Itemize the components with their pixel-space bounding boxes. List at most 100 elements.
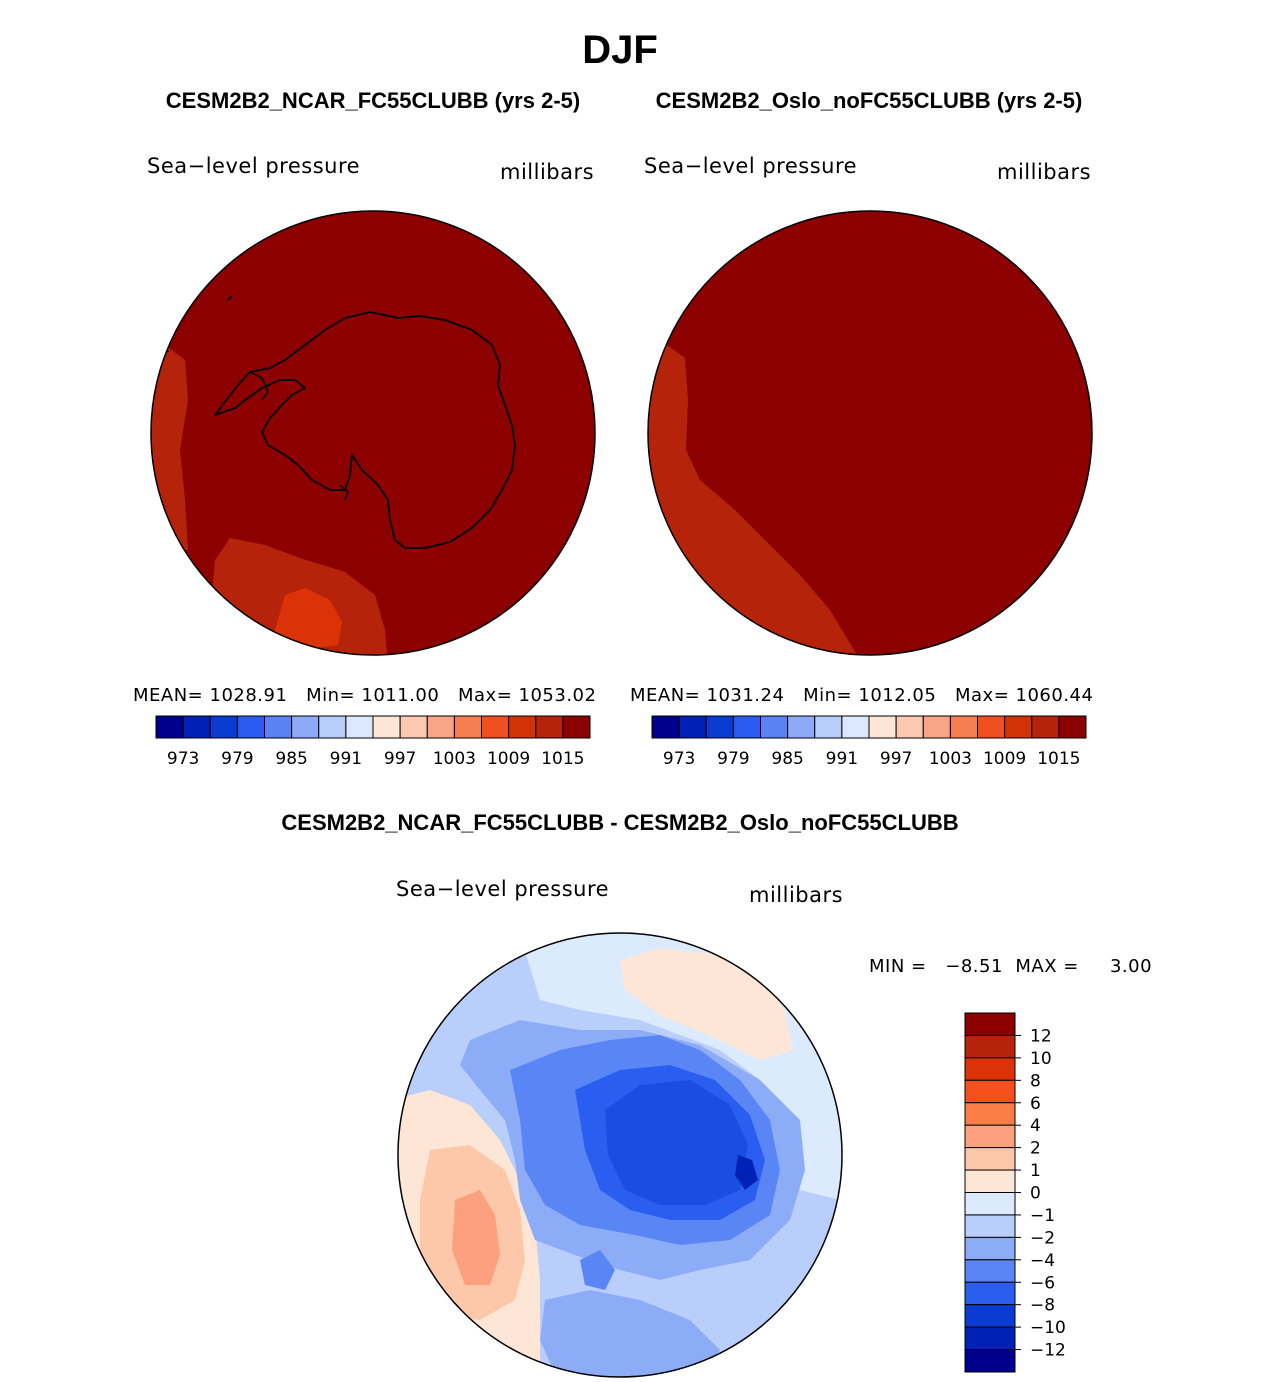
diff-colorbar-tick-label: 2 xyxy=(1030,1139,1041,1159)
right-colorbar-tick-label: 991 xyxy=(826,749,858,769)
left-colorbar-tick-label: 973 xyxy=(167,749,199,769)
left-stats: MEAN= 1028.91 Min= 1011.00 Max= 1053.02 xyxy=(133,685,597,706)
left-units-label: millibars xyxy=(500,160,595,184)
left-contour-min xyxy=(275,588,342,650)
right-colorbar-swatch-10 xyxy=(922,715,951,739)
right-colorbar-swatch-14 xyxy=(1031,715,1060,739)
left-colorbar-tick-label: 1003 xyxy=(433,749,476,769)
diff-colorbar-swatch-9 xyxy=(964,1214,1016,1238)
left-colorbar-tick-label: 1015 xyxy=(541,749,584,769)
left-colorbar-swatch-0 xyxy=(155,715,184,739)
right-colorbar-tick-label: 1009 xyxy=(983,749,1026,769)
left-colorbar-swatch-12 xyxy=(481,715,510,739)
right-stats: MEAN= 1031.24 Min= 1012.05 Max= 1060.44 xyxy=(630,685,1094,706)
diff-contour-max xyxy=(452,1190,500,1285)
left-colorbar-swatch-2 xyxy=(209,715,238,739)
right-colorbar-tick-label: 973 xyxy=(663,749,695,769)
left-colorbar-tick-label: 979 xyxy=(221,749,253,769)
left-colorbar-swatch-3 xyxy=(236,715,265,739)
diff-colorbar-tick-label: −2 xyxy=(1030,1228,1055,1248)
diff-colorbar-swatch-2 xyxy=(964,1057,1016,1081)
left-colorbar-tick-label: 997 xyxy=(384,749,416,769)
right-panel-title: CESM2B2_Oslo_noFC55CLUBB (yrs 2-5) xyxy=(655,88,1083,113)
left-colorbar-swatch-15 xyxy=(562,715,591,739)
right-colorbar-swatch-3 xyxy=(732,715,761,739)
diff-colorbar-swatch-11 xyxy=(964,1259,1016,1283)
right-colorbar-tick-label: 985 xyxy=(771,749,803,769)
right-colorbar: 973 979 985 991 997 1003 1009 1015 xyxy=(651,715,1087,769)
left-colorbar-swatch-8 xyxy=(372,715,401,739)
left-colorbar-swatch-14 xyxy=(535,715,564,739)
diff-colorbar-tick-label: 0 xyxy=(1030,1184,1041,1204)
diff-colorbar-swatch-3 xyxy=(964,1079,1016,1104)
right-colorbar-swatch-7 xyxy=(841,715,870,739)
right-colorbar-swatch-1 xyxy=(678,715,707,739)
right-colorbar-swatch-9 xyxy=(895,715,924,739)
right-colorbar-swatch-8 xyxy=(868,715,897,739)
diff-colorbar-swatch-7 xyxy=(964,1169,1016,1193)
diff-colorbar-tick-label: 8 xyxy=(1030,1071,1041,1091)
diff-minmax: MIN = −8.51 MAX = 3.00 xyxy=(869,956,1153,977)
right-map-border xyxy=(647,210,1093,656)
left-polar-map xyxy=(150,210,596,656)
right-colorbar-tick-label: 979 xyxy=(717,749,749,769)
right-colorbar-tick-label: 1003 xyxy=(929,749,972,769)
diff-colorbar-tick-label: 12 xyxy=(1030,1026,1052,1046)
left-colorbar-swatch-7 xyxy=(345,715,374,739)
left-colorbar-swatch-9 xyxy=(399,715,428,739)
left-colorbar-tick-label: 985 xyxy=(275,749,307,769)
right-polar-map xyxy=(647,210,1093,656)
right-colorbar-swatch-2 xyxy=(705,715,734,739)
diff-variable-label: Sea−level pressure xyxy=(396,877,610,901)
diff-colorbar-tick-label: −4 xyxy=(1030,1251,1055,1271)
diff-colorbar-swatch-13 xyxy=(964,1304,1016,1328)
diff-colorbar-swatch-4 xyxy=(964,1102,1016,1126)
diff-polar-map xyxy=(397,932,843,1378)
left-colorbar-swatch-10 xyxy=(426,715,455,739)
left-panel-title: CESM2B2_NCAR_FC55CLUBB (yrs 2-5) xyxy=(165,88,581,113)
diff-contour-neg-8 xyxy=(605,1080,748,1205)
left-colorbar-swatch-11 xyxy=(453,715,482,739)
diff-colorbar-tick-label: 10 xyxy=(1030,1049,1052,1069)
left-colorbar-tick-label: 1009 xyxy=(487,749,530,769)
right-colorbar-tick-label: 1015 xyxy=(1037,749,1080,769)
left-variable-label: Sea−level pressure xyxy=(147,154,361,178)
diff-colorbar-swatch-14 xyxy=(964,1326,1016,1351)
right-colorbar-swatch-0 xyxy=(651,715,680,739)
diff-colorbar-tick-label: −12 xyxy=(1030,1341,1066,1361)
season-title: DJF xyxy=(582,28,658,72)
right-field-base xyxy=(648,211,1092,655)
right-variable-label: Sea−level pressure xyxy=(644,154,858,178)
right-units-label: millibars xyxy=(997,160,1092,184)
diff-colorbar-swatch-6 xyxy=(964,1147,1016,1171)
right-colorbar-tick-label: 997 xyxy=(880,749,912,769)
diff-colorbar-swatch-0 xyxy=(964,1012,1016,1036)
diff-colorbar-swatch-5 xyxy=(964,1124,1016,1149)
left-colorbar-swatch-4 xyxy=(264,715,293,739)
diff-contour-neg-south-blob xyxy=(580,1250,615,1290)
diff-colorbar-tick-label: −10 xyxy=(1030,1318,1066,1338)
right-colorbar-swatch-4 xyxy=(760,715,789,739)
diff-colorbar-tick-label: −6 xyxy=(1030,1273,1055,1293)
left-colorbar-swatch-1 xyxy=(182,715,211,739)
diff-colorbar-swatch-15 xyxy=(964,1349,1016,1373)
diff-contour-min xyxy=(735,1155,758,1190)
right-colorbar-swatch-5 xyxy=(787,715,816,739)
right-colorbar-swatch-12 xyxy=(977,715,1006,739)
diff-colorbar-swatch-10 xyxy=(964,1236,1016,1261)
diff-contour-positive-ne xyxy=(620,948,792,1060)
diff-colorbar-swatch-8 xyxy=(964,1192,1016,1216)
diff-colorbar-tick-label: 6 xyxy=(1030,1094,1041,1114)
right-colorbar-swatch-15 xyxy=(1058,715,1087,739)
left-map-border xyxy=(150,210,596,656)
right-colorbar-swatch-13 xyxy=(1004,715,1033,739)
diff-colorbar-swatch-1 xyxy=(964,1034,1016,1059)
diff-colorbar-swatch-12 xyxy=(964,1281,1016,1306)
diff-contour-neg-2-south xyxy=(540,1290,720,1377)
left-colorbar: 973 979 985 991 997 1003 1009 1015 xyxy=(155,715,591,769)
diff-panel-title: CESM2B2_NCAR_FC55CLUBB - CESM2B2_Oslo_no… xyxy=(281,810,959,835)
left-colorbar-swatch-6 xyxy=(318,715,347,739)
diff-units-label: millibars xyxy=(749,883,844,907)
